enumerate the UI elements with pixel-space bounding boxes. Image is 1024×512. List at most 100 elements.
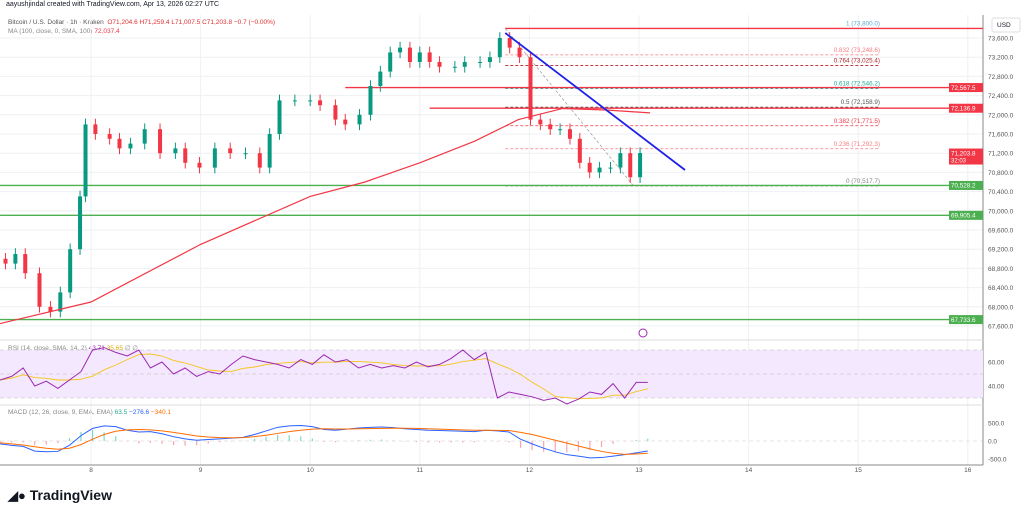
candle-body [58, 292, 63, 312]
price-tick: 68,400.0 [988, 285, 1014, 292]
candle-body [142, 129, 147, 144]
macd-tick: -500.0 [988, 457, 1007, 464]
price-label-bg [949, 83, 983, 93]
candle-body [13, 254, 18, 264]
time-tick: 16 [964, 467, 972, 474]
candle-body [68, 249, 73, 293]
time-tick: 12 [526, 467, 534, 474]
ohlc-change: −0.7 (−0.00%) [233, 19, 276, 26]
rsi-tick: 60.00 [988, 360, 1005, 367]
chart-credit: aayushjindal created with TradingView.co… [6, 1, 220, 8]
candle-body [37, 273, 42, 307]
candle-body [378, 71, 383, 86]
ma-value: 72,037.4 [94, 28, 120, 35]
countdown-label: 32:03 [951, 159, 967, 165]
candle-body [638, 153, 643, 178]
macd-hist-value: 63.5 [114, 409, 128, 416]
price-tick: 72,800.0 [988, 74, 1014, 81]
price-label-bg [949, 148, 983, 165]
candle-body [197, 162, 202, 168]
price-tick: 71,600.0 [988, 132, 1014, 139]
macd-line [0, 425, 648, 459]
price-tick: 73,200.0 [988, 55, 1014, 62]
price-tick: 70,800.0 [988, 170, 1014, 177]
candle-body [93, 124, 98, 134]
fib-label: 0.5 (72,158.9) [841, 99, 880, 106]
macd-label: MACD (12, 26, close, 9, EMA, EMA) [8, 409, 113, 416]
price-label-bg [949, 315, 983, 325]
tv-logo-icon: ◢● [8, 488, 26, 503]
price-tick: 71,200.0 [988, 151, 1014, 158]
rsi-legend[interactable]: RSI (14, close, SMA, 14, 2) 43.71 35.65 … [8, 344, 138, 352]
logo-text: TradingView [29, 487, 112, 503]
trendline [504, 32, 686, 171]
candle-body [577, 138, 582, 163]
candle-body [507, 38, 512, 48]
price-label: 71,203.8 [951, 150, 976, 157]
fib-label: 1 (73,800.0) [846, 20, 880, 27]
time-tick: 11 [416, 467, 423, 474]
price-tick: 72,000.0 [988, 112, 1014, 119]
ohlc-close: C71,203.8 [202, 19, 233, 26]
candle-body [567, 129, 572, 139]
price-tick: 68,800.0 [988, 266, 1014, 273]
candle-body [548, 124, 553, 130]
candle-body [628, 153, 633, 178]
ma-legend[interactable]: MA (100, close, 0, SMA, 100) 72,037.4 [8, 28, 120, 35]
fib-label: 0.236 (71,292.3) [834, 141, 880, 148]
candle-body [462, 62, 467, 67]
candle-body [257, 153, 262, 168]
fib-label: 0 (70,517.7) [846, 178, 880, 185]
candle-body [487, 57, 492, 62]
candle-body [3, 258, 8, 264]
rsi-extra: ∅ ∅ [124, 345, 138, 352]
price-tick: 73,600.0 [988, 36, 1014, 43]
rsi-value: 43.71 [88, 345, 105, 352]
candle-body [48, 306, 53, 312]
ohlc-low: L71,007.5 [171, 19, 201, 26]
price-tick: 69,200.0 [988, 247, 1014, 254]
price-label-bg [949, 210, 983, 220]
currency-label: USD [997, 22, 1011, 29]
fib-label: 0.764 (73,025.4) [834, 58, 880, 65]
macd-signal-value: −340.1 [150, 409, 171, 416]
price-tick: 70,000.0 [988, 208, 1014, 215]
candle-body [128, 143, 133, 149]
candle-body [437, 62, 442, 67]
macd-legend[interactable]: MACD (12, 26, close, 9, EMA, EMA) 63.5 −… [8, 409, 171, 416]
tradingview-logo: ◢● TradingView [8, 487, 112, 504]
price-label: 72,567.5 [951, 85, 976, 92]
event-icon [638, 328, 648, 338]
symbol-legend: Bitcoin / U.S. Dollar · 1h · Kraken O71,… [8, 19, 275, 26]
candle-body [343, 119, 348, 125]
candle-body [78, 196, 83, 250]
price-tick: 72,400.0 [988, 93, 1014, 100]
price-label: 72,136.9 [951, 106, 976, 113]
candle-body [117, 138, 122, 149]
ohlc-open: O71,204.6 [107, 19, 138, 26]
ohlc-high: H71,259.4 [139, 19, 170, 26]
macd-line-value: −276.6 [129, 409, 150, 416]
candle-body [497, 38, 502, 58]
time-tick: 14 [745, 467, 753, 474]
fib-label: 0.382 (71,771.5) [834, 118, 880, 125]
candle-body [173, 148, 178, 154]
rsi-label: RSI (14, close, SMA, 14, 2) [8, 345, 87, 352]
candle-body [478, 62, 483, 63]
candle-body [212, 148, 217, 168]
candle-body [517, 47, 522, 58]
candle-body [308, 100, 313, 102]
rsi-sma-line [0, 353, 648, 400]
ma-label: MA (100, close, 0, SMA, 100) [8, 28, 93, 35]
candle-body [292, 100, 297, 102]
fib-label: 0.618 (72,546.2) [834, 81, 880, 88]
candle-body [243, 153, 248, 155]
candle-body [183, 148, 188, 163]
price-tick: 70,400.0 [988, 189, 1014, 196]
price-label-bg [949, 180, 983, 190]
candle-body [452, 66, 457, 68]
candle-body [318, 100, 323, 106]
candle-body [388, 52, 393, 72]
candle-body [398, 47, 403, 53]
